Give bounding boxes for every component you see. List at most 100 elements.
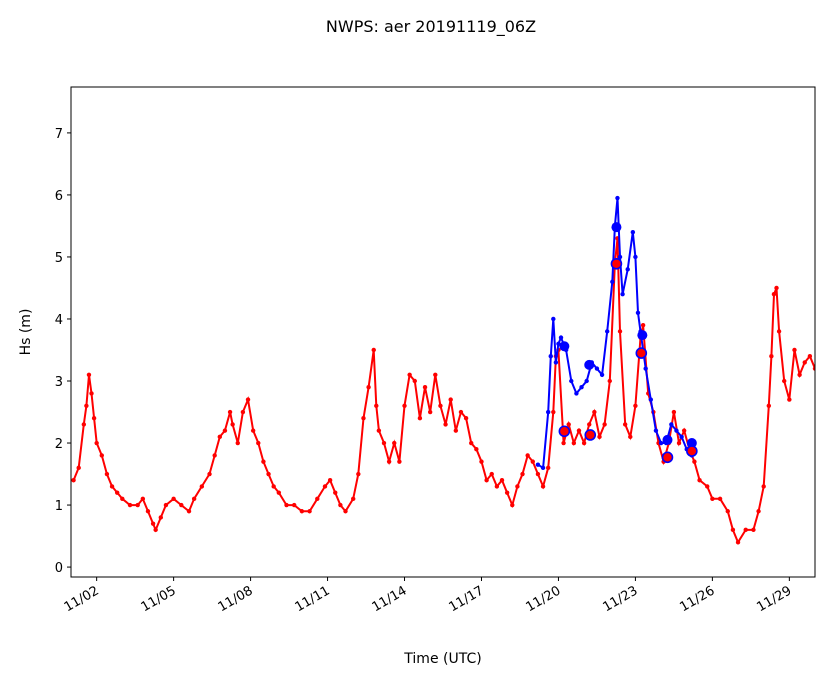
y-tick-label: 4 <box>55 313 63 328</box>
data-point-observed <box>479 459 484 464</box>
data-point-model <box>540 465 546 471</box>
data-point-observed <box>427 409 433 415</box>
data-point-model <box>633 254 638 260</box>
data-point-model <box>548 353 553 359</box>
data-point-observed <box>120 496 125 502</box>
data-point-observed <box>530 459 535 464</box>
data-point-observed <box>592 409 597 415</box>
data-point-observed <box>448 397 453 402</box>
y-tick-label: 7 <box>55 127 63 142</box>
data-point-observed <box>271 484 276 489</box>
data-point-observed <box>802 360 807 365</box>
data-point-model <box>558 335 564 340</box>
data-point-observed <box>245 397 251 402</box>
data-point-observed <box>91 416 97 421</box>
data-point-observed <box>510 502 515 508</box>
data-point-model <box>599 372 605 377</box>
data-point-observed <box>692 459 697 464</box>
data-point-observed <box>705 484 710 489</box>
highlight-obs-point <box>558 425 571 438</box>
data-point-observed <box>640 322 646 328</box>
data-point-model <box>643 366 648 371</box>
data-point-model <box>620 291 625 297</box>
data-point-observed <box>681 428 687 433</box>
data-point-observed <box>463 416 469 421</box>
data-point-observed <box>756 509 761 514</box>
highlight-obs-point <box>584 429 597 441</box>
data-point-observed <box>776 329 782 334</box>
data-point-observed <box>140 496 146 502</box>
data-point-observed <box>276 490 282 495</box>
data-point-observed <box>153 527 158 533</box>
data-point-observed <box>307 509 312 514</box>
data-point-observed <box>114 490 120 495</box>
data-point-observed <box>171 496 176 502</box>
data-point-observed <box>504 490 510 495</box>
data-point-model <box>535 462 541 467</box>
data-point-observed <box>617 329 623 334</box>
data-point-model <box>630 229 636 235</box>
data-point-model <box>617 254 623 260</box>
data-point-observed <box>812 366 815 371</box>
data-point-observed <box>76 465 81 471</box>
data-point-observed <box>551 409 556 415</box>
data-point-model <box>658 440 664 446</box>
x-tick-label: 11/26 <box>677 583 717 615</box>
data-point-observed <box>402 403 407 409</box>
data-point-observed <box>261 459 266 464</box>
data-point-observed <box>576 428 582 433</box>
data-point-observed <box>256 440 261 446</box>
highlight-obs-point <box>686 445 698 457</box>
x-tick-label: 11/17 <box>447 583 487 615</box>
data-point-observed <box>417 416 423 421</box>
data-point-observed <box>361 416 366 421</box>
data-point-observed <box>412 378 417 384</box>
chart-title: NWPS: aer 20191119_06Z <box>326 17 536 37</box>
data-point-observed <box>443 422 448 427</box>
x-tick-label: 11/05 <box>139 583 179 615</box>
data-point-observed <box>250 428 256 433</box>
data-point-observed <box>191 496 197 502</box>
data-point-observed <box>566 422 571 427</box>
data-point-observed <box>179 502 184 508</box>
y-axis: 0 1 2 3 4 5 6 7 <box>55 127 71 576</box>
data-point-model <box>648 397 654 402</box>
data-point-observed <box>581 440 587 446</box>
data-point-observed <box>607 378 612 384</box>
data-point-observed <box>150 521 156 526</box>
data-point-observed <box>484 478 489 483</box>
data-point-observed <box>545 465 551 471</box>
y-tick-label: 1 <box>55 499 63 514</box>
data-point-observed <box>381 440 387 446</box>
data-point-observed <box>222 428 228 433</box>
data-point-model <box>669 422 674 427</box>
highlight-model-point <box>686 438 697 449</box>
data-point-observed <box>104 471 110 477</box>
data-point-observed <box>469 440 474 446</box>
data-point-observed <box>671 409 677 415</box>
data-point-model <box>615 195 620 201</box>
data-point-observed <box>94 440 99 446</box>
data-point-observed <box>186 509 192 514</box>
data-point-observed <box>392 440 397 446</box>
data-point-model <box>545 409 551 415</box>
data-point-observed <box>163 502 169 508</box>
data-point-observed <box>284 502 289 508</box>
data-point-observed <box>351 496 356 502</box>
data-point-observed <box>725 509 730 514</box>
data-point-model <box>625 267 630 272</box>
data-point-model <box>594 366 600 371</box>
x-tick-label: 11/08 <box>216 583 256 615</box>
data-point-observed <box>602 422 607 427</box>
data-point-observed <box>743 527 748 533</box>
data-point-observed <box>109 484 115 489</box>
data-point-observed <box>86 372 92 377</box>
highlight-model-point <box>611 222 622 233</box>
x-axis-label: Time (UTC) <box>403 651 481 667</box>
x-tick-label: 11/11 <box>293 583 333 615</box>
data-point-model <box>653 428 659 433</box>
highlight-model-point <box>559 341 570 352</box>
series-line-observed <box>72 238 815 545</box>
y-tick-label: 0 <box>55 561 63 576</box>
